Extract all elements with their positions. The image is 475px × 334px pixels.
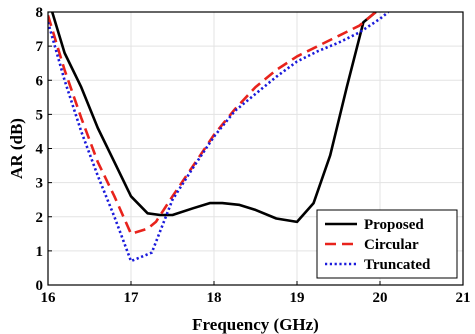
y-tick-label: 6 — [36, 73, 44, 89]
y-tick-label: 2 — [36, 210, 44, 226]
x-tick-label: 19 — [290, 290, 305, 306]
legend-box — [316, 209, 458, 279]
series-line-circular — [48, 12, 377, 236]
x-tick-label: 21 — [456, 290, 471, 306]
x-tick-label: 18 — [207, 290, 222, 306]
y-tick-label: 1 — [36, 244, 44, 260]
y-tick-label: 5 — [36, 107, 44, 123]
legend: Proposed Circular Truncated — [316, 209, 458, 279]
series-line-proposed — [50, 12, 377, 224]
legend-label-truncated: Truncated — [364, 257, 431, 273]
legend-label-proposed: Proposed — [364, 217, 424, 233]
y-tick-label: 3 — [36, 176, 44, 192]
x-axis-title: Frequency (GHz) — [192, 315, 319, 334]
y-tick-label: 4 — [36, 142, 44, 158]
y-tick-label: 0 — [36, 278, 44, 294]
x-tick-label: 20 — [373, 290, 388, 306]
tick-labels: 16 17 18 19 20 21 0 1 2 3 4 5 6 7 8 — [36, 5, 471, 306]
x-tick-label: 17 — [124, 290, 140, 306]
y-tick-label: 8 — [36, 5, 44, 21]
y-axis-title: AR (dB) — [7, 118, 26, 179]
legend-label-circular: Circular — [364, 237, 419, 253]
series-group — [48, 12, 390, 263]
x-tick-label: 16 — [41, 290, 57, 306]
y-tick-label: 7 — [36, 39, 44, 55]
